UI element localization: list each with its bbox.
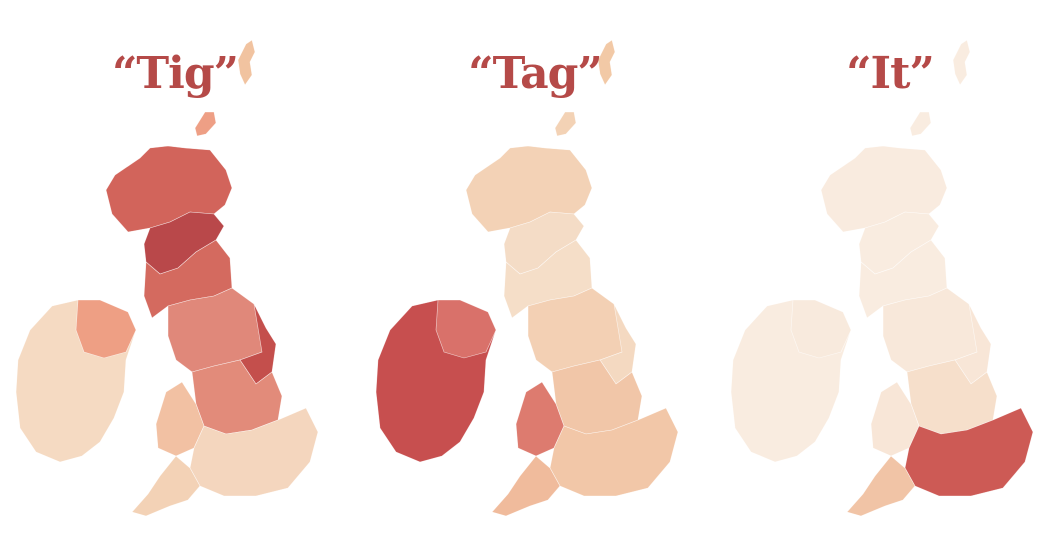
map-panel-it: “It” bbox=[715, 0, 1050, 549]
uk-ireland-map bbox=[375, 39, 679, 517]
region-orkney bbox=[909, 111, 932, 137]
panel-title: “Tag” bbox=[468, 48, 602, 99]
region-sw-england bbox=[846, 455, 916, 517]
region-sw-england bbox=[491, 455, 561, 517]
region-highlands bbox=[820, 145, 948, 233]
panel-title: “Tig” bbox=[112, 48, 239, 99]
region-shetland bbox=[597, 39, 616, 86]
uk-ireland-map bbox=[730, 39, 1034, 517]
region-orkney bbox=[194, 111, 217, 137]
map-panel-tig: “Tig” bbox=[0, 0, 350, 549]
region-sw-england bbox=[131, 455, 201, 517]
region-highlands bbox=[105, 145, 233, 233]
region-n-ireland bbox=[790, 299, 852, 359]
map-panel-tag: “Tag” bbox=[360, 0, 710, 549]
region-highlands bbox=[465, 145, 593, 233]
region-shetland bbox=[952, 39, 971, 86]
uk-ireland-map bbox=[15, 39, 319, 517]
region-n-ireland bbox=[435, 299, 497, 359]
panel-title: “It” bbox=[846, 48, 935, 99]
region-shetland bbox=[237, 39, 256, 86]
region-orkney bbox=[554, 111, 577, 137]
region-n-ireland bbox=[75, 299, 137, 359]
